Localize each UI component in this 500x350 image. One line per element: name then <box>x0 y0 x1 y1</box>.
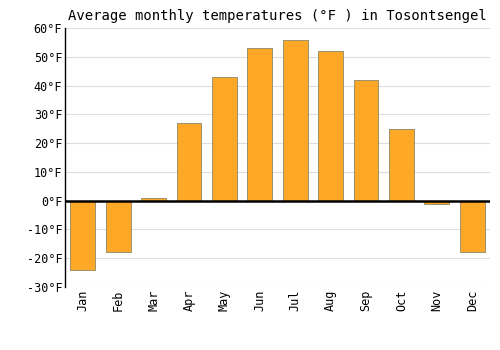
Bar <box>212 77 237 201</box>
Bar <box>176 123 202 201</box>
Title: Average monthly temperatures (°F ) in Tosontsengel: Average monthly temperatures (°F ) in To… <box>68 9 487 23</box>
Bar <box>460 201 484 252</box>
Bar <box>106 201 130 252</box>
Bar <box>141 198 166 201</box>
Bar <box>70 201 95 270</box>
Bar <box>354 80 378 201</box>
Bar <box>283 40 308 201</box>
Bar <box>389 129 414 201</box>
Bar <box>424 201 450 204</box>
Bar <box>318 51 343 201</box>
Bar <box>248 48 272 201</box>
